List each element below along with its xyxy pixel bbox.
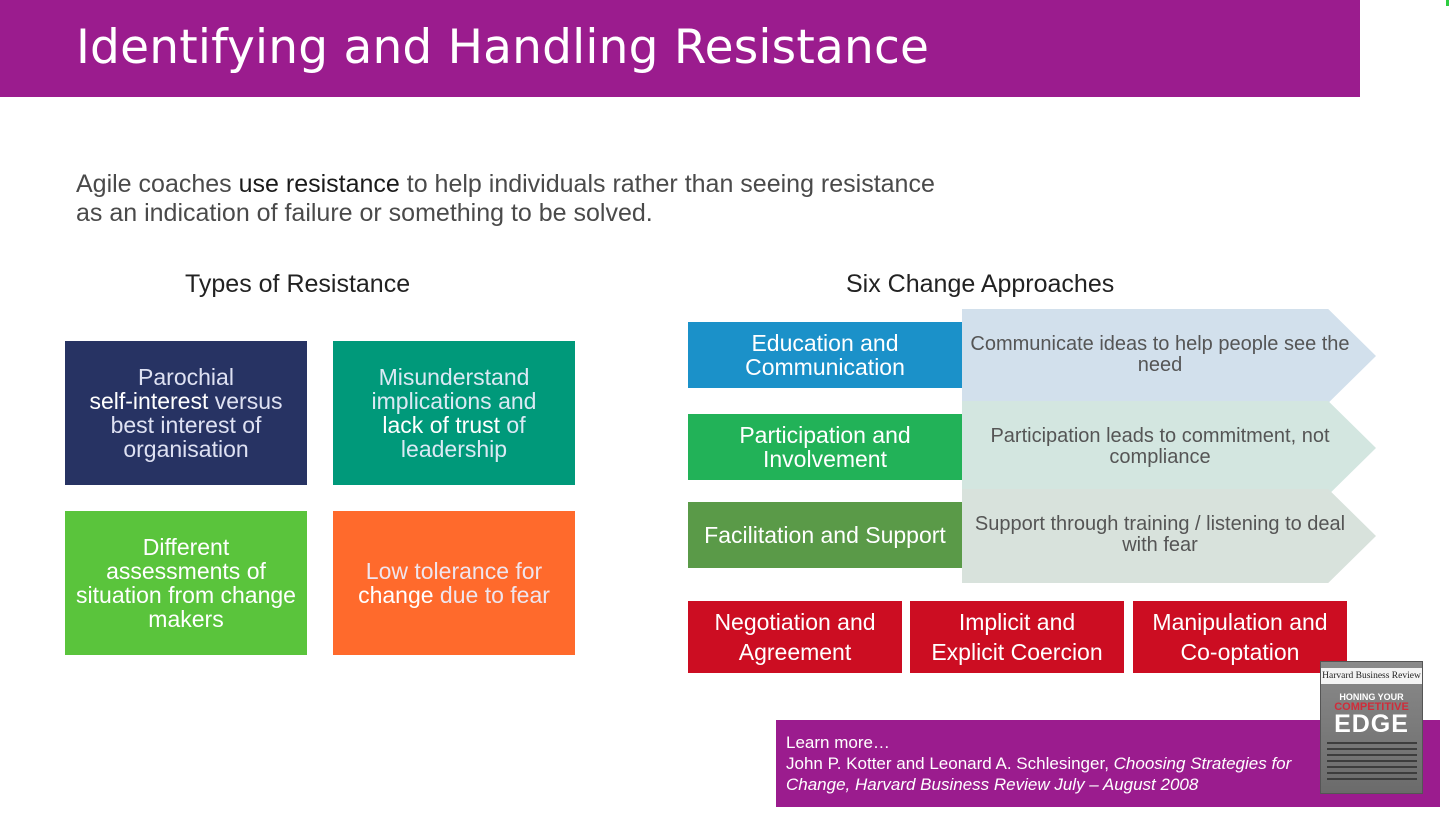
box2-b: implications and — [371, 388, 537, 414]
box3-a: Different assessments of situation from … — [76, 534, 296, 632]
approach-coercion: Implicit and Explicit Coercion — [910, 601, 1124, 673]
red-line2: Explicit Coercion — [931, 639, 1103, 665]
types-heading: Types of Resistance — [185, 270, 411, 298]
cover-line1: HONING YOUR — [1339, 692, 1404, 702]
resistance-box-misunderstand: Misunderstand implications and lack of t… — [333, 341, 575, 485]
cover-line2: COMPETITIVE — [1334, 701, 1409, 713]
red-line1: Manipulation and — [1152, 609, 1328, 635]
box4-c: due to fear — [433, 582, 550, 608]
approaches-heading: Six Change Approaches — [846, 270, 1115, 298]
approach-row-facilitation: Facilitation and Support Support through… — [688, 489, 1378, 583]
learn-authors: John P. Kotter and Leonard A. Schlesinge… — [786, 754, 1114, 773]
title-bar: Identifying and Handling Resistance — [0, 0, 1360, 97]
approach-desc: Participation leads to commitment, not c… — [990, 425, 1330, 468]
box4-a: Low tolerance for — [365, 558, 543, 584]
box2-d: of leadership — [400, 412, 526, 462]
page-title: Identifying and Handling Resistance — [76, 20, 930, 75]
intro-part2: to help individuals rather than seeing r… — [76, 170, 935, 227]
learn-citation: John P. Kotter and Leonard A. Schlesinge… — [786, 753, 1326, 795]
cover-text-lines — [1327, 742, 1417, 784]
approach-label: Education and Communication — [688, 322, 962, 388]
approach-negotiation: Negotiation and Agreement — [688, 601, 902, 673]
arrow-shape — [962, 489, 1376, 583]
red-line2: Co-optation — [1180, 639, 1300, 665]
learn-work: Choosing Strategies for Change, Harvard … — [786, 754, 1292, 794]
corner-marker — [1446, 0, 1449, 6]
red-line1: Negotiation and — [714, 609, 876, 635]
box4-b: change — [358, 582, 434, 608]
approach-label: Facilitation and Support — [688, 502, 962, 568]
box2-a: Misunderstand — [378, 364, 530, 390]
hbr-cover-image: Harvard Business Review HONING YOUR COMP… — [1320, 661, 1423, 794]
cover-masthead: Harvard Business Review — [1321, 668, 1422, 684]
approach-desc: Communicate ideas to help people see the… — [970, 333, 1350, 376]
learn-title: Learn more… — [786, 733, 890, 752]
red-line2: Agreement — [738, 639, 852, 665]
box1-c: versus best interest of organisation — [110, 388, 283, 462]
arrow-shape — [962, 309, 1376, 403]
approach-label: Participation and Involvement — [688, 414, 962, 480]
resistance-box-low-tolerance: Low tolerance for change due to fear — [333, 511, 575, 655]
box1-a: Parochial — [138, 364, 234, 390]
intro-part1: Agile coaches — [76, 170, 239, 198]
red-line1: Implicit and — [958, 609, 1076, 635]
intro-highlight: use resistance — [238, 170, 400, 198]
box1-b: self-interest — [89, 388, 209, 414]
approach-row-participation: Participation and Involvement Participat… — [688, 401, 1378, 495]
intro-text: Agile coaches use resistance to help ind… — [76, 170, 936, 228]
approach-desc: Support through training / listening to … — [974, 513, 1346, 556]
approach-row-education: Education and Communication Communicate … — [688, 309, 1378, 403]
arrow-shape — [962, 401, 1376, 495]
resistance-box-assessments: Different assessments of situation from … — [65, 511, 307, 655]
box2-c: lack of trust — [382, 412, 501, 438]
cover-line3: EDGE — [1334, 710, 1409, 738]
approach-manipulation: Manipulation and Co-optation — [1133, 601, 1347, 673]
resistance-box-self-interest: Parochial self-interest versus best inte… — [65, 341, 307, 485]
